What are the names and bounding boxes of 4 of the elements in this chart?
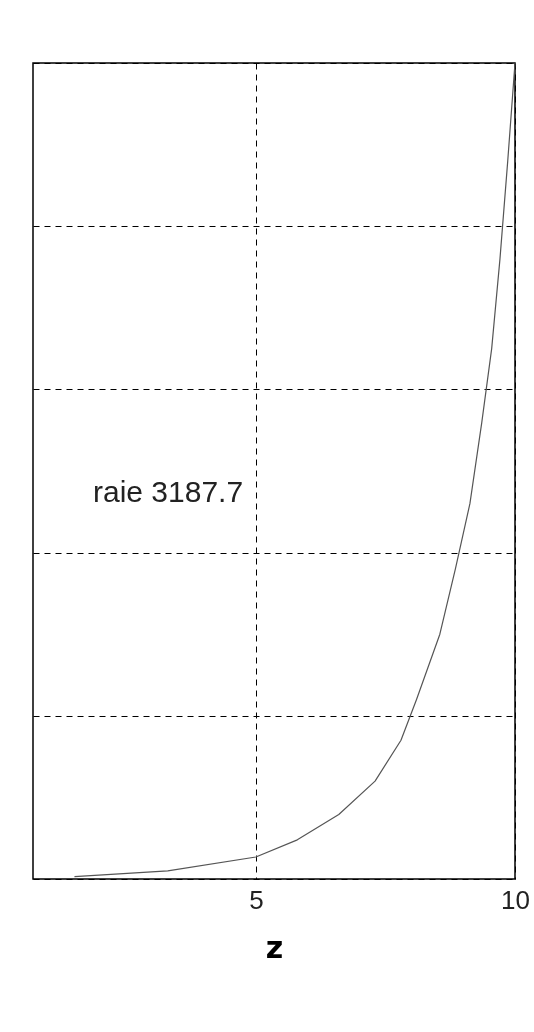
x-tick-label: 10 (501, 884, 530, 915)
annotation: raie 3187.7 (93, 475, 244, 508)
x-tick-label: 5 (249, 884, 264, 915)
x-axis-title: z (265, 929, 284, 965)
